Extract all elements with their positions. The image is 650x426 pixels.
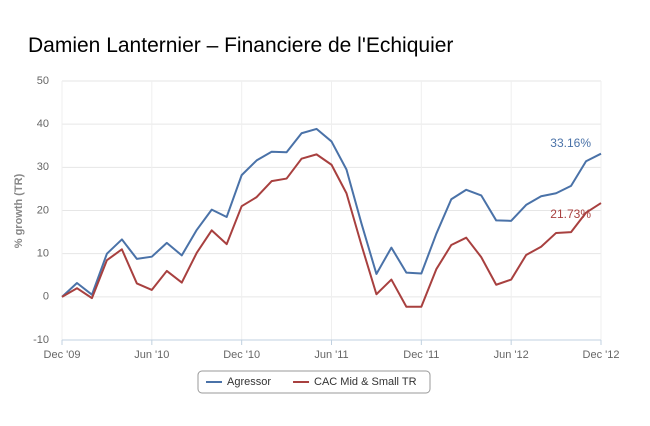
y-tick-label: -10	[33, 334, 49, 346]
legend-box	[197, 370, 431, 394]
x-tick-label: Dec '10	[223, 349, 260, 361]
legend-label: CAC Mid & Small TR	[314, 376, 417, 388]
x-tick-label: Dec '12	[583, 349, 620, 361]
x-tick-label: Jun '11	[314, 349, 348, 361]
x-tick-label: Jun '12	[494, 349, 529, 361]
y-tick-label: 40	[37, 118, 49, 130]
y-tick-label: 0	[43, 291, 49, 303]
x-tick-label: Jun '10	[134, 349, 169, 361]
y-axis-label: % growth (TR)	[13, 173, 25, 248]
value-label: 21.73%	[550, 207, 591, 221]
y-tick-label: 10	[37, 248, 49, 260]
legend: Agressor CAC Mid & Small TR	[197, 370, 431, 394]
y-tick-label: 50	[37, 75, 49, 87]
y-tick-label: 30	[37, 161, 49, 173]
series-line	[61, 153, 602, 308]
legend-label: Agressor	[227, 376, 271, 388]
x-tick-label: Dec '09	[44, 349, 81, 361]
series-line	[61, 127, 602, 298]
y-tick-label: 20	[37, 204, 49, 216]
value-label: 33.16%	[550, 136, 591, 150]
chart-title: Damien Lanternier – Financiere de l'Echi…	[28, 34, 453, 57]
x-tick-label: Dec '11	[403, 349, 439, 361]
